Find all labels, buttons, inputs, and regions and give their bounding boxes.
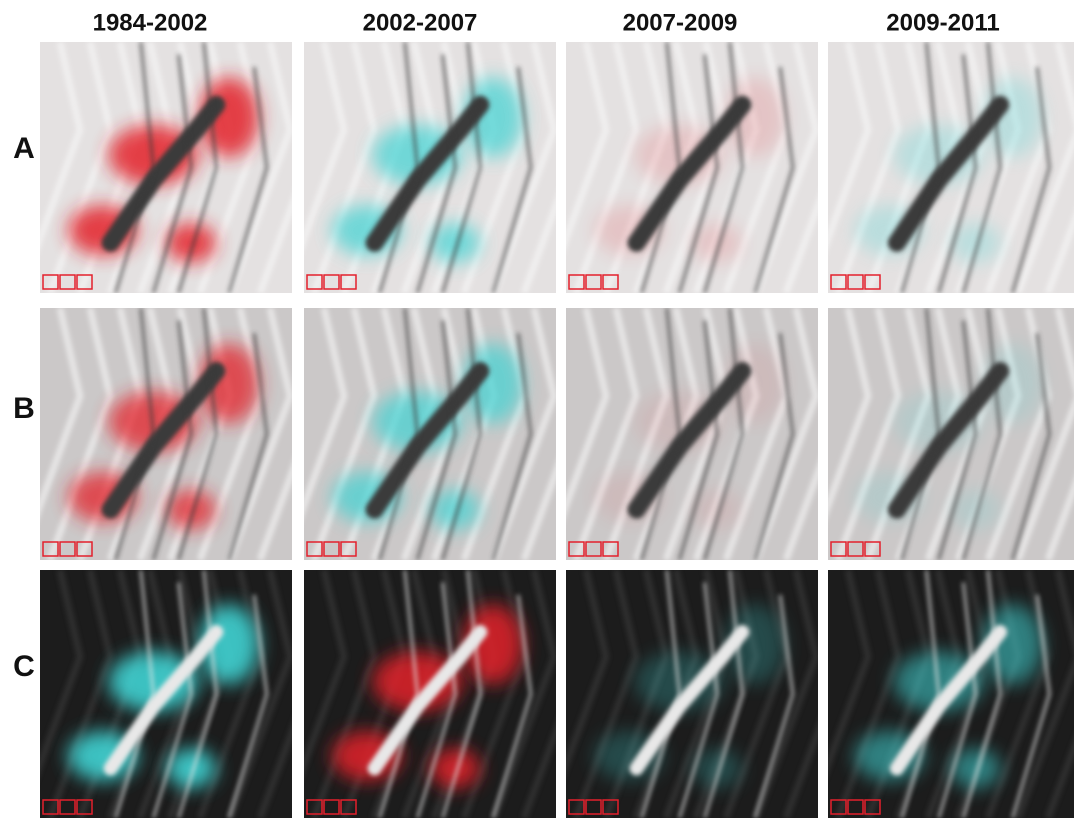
column-label: 2007-2009 <box>623 9 738 36</box>
image-panel <box>546 570 846 818</box>
image-panel <box>546 42 846 293</box>
image-panel <box>20 308 320 560</box>
image-panel <box>808 308 1074 560</box>
figure: 1984-2002 2002-2007 2007-2009 2009-2011 A B C <box>0 0 1074 819</box>
image-panel <box>20 570 320 818</box>
image-panel <box>808 570 1074 818</box>
column-label: 2002-2007 <box>363 9 478 36</box>
image-panel <box>284 570 584 818</box>
row-label: C <box>13 650 35 683</box>
image-panel <box>20 42 320 293</box>
row-label: A <box>13 132 35 165</box>
row-label: B <box>13 392 35 425</box>
column-label: 1984-2002 <box>93 9 208 36</box>
page: {"columns": ["1984-2002", "2002-2007", "… <box>0 0 1074 819</box>
image-panel <box>546 308 846 560</box>
column-label: 2009-2011 <box>886 9 999 36</box>
image-panel <box>284 42 584 293</box>
image-panel <box>284 308 584 560</box>
image-panel <box>808 42 1074 293</box>
